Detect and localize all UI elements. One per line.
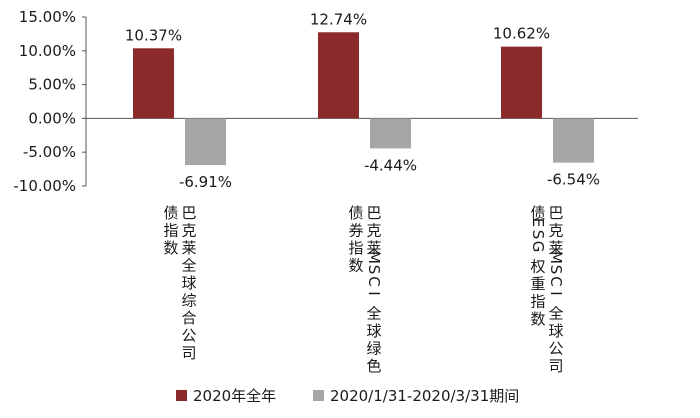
y-tick-label: 5.00% <box>28 76 76 94</box>
bar-chart: 15.00% 10.00% 5.00% 0.00% -5.00% -10.00% 10.3… <box>13 8 638 375</box>
category-label-char: C <box>365 276 383 286</box>
category-label-char: C <box>547 276 565 286</box>
bars-layer <box>133 32 594 166</box>
category-label-char: M <box>547 251 565 264</box>
category-label-char: 数 <box>163 239 178 257</box>
category-label-char: I <box>365 291 383 295</box>
category-label-char: 债 <box>163 204 178 222</box>
legend-swatch-series-1 <box>176 389 187 401</box>
category-label-char: 综 <box>181 292 196 310</box>
category-label-char: 司 <box>181 344 196 362</box>
category-label-char: S <box>529 230 547 240</box>
y-tick-label: 0.00% <box>28 109 76 127</box>
bar-series-1 <box>133 48 174 119</box>
category-label-char: 巴 <box>181 204 196 222</box>
category-label-char: 全 <box>181 257 196 275</box>
category-label-char: I <box>547 291 565 295</box>
axis-layer: 15.00% 10.00% 5.00% 0.00% -5.00% -10.00% <box>13 8 638 195</box>
data-label: -6.54% <box>547 171 600 189</box>
data-label: 12.74% <box>310 10 367 28</box>
category-label-char: 克 <box>366 222 381 240</box>
category-label-char: 色 <box>366 357 381 375</box>
category-label-char: 数 <box>530 310 545 328</box>
bar-series-2 <box>553 118 594 163</box>
category-label-char: 数 <box>348 257 363 275</box>
bar-series-2 <box>185 118 226 166</box>
category-label-char: 重 <box>530 275 545 293</box>
data-label: 10.37% <box>125 26 182 44</box>
category-label-char: 球 <box>366 322 381 340</box>
category-label-char: 莱 <box>181 239 196 257</box>
y-tick-label: -10.00% <box>13 177 76 195</box>
category-label-char: 债 <box>530 204 545 222</box>
category-label-char: 莱 <box>548 239 563 257</box>
legend-swatch-series-2 <box>313 389 324 401</box>
legend-item-series-1: 2020年全年 <box>176 383 276 407</box>
category-label-char: G <box>529 241 547 253</box>
category-label-char: 全 <box>548 305 563 323</box>
category-label-char: 绿 <box>366 340 381 358</box>
category-label-char: 球 <box>548 322 563 340</box>
y-tick-label: 10.00% <box>19 42 76 60</box>
category-label-char: 巴 <box>548 204 563 222</box>
category-label-char: 指 <box>348 239 363 257</box>
category-label-char: M <box>365 251 383 264</box>
bar-series-1 <box>501 46 542 119</box>
legend-item-series-2: 2020/1/31-2020/3/31期间 <box>313 383 519 407</box>
category-label-char: 克 <box>181 222 196 240</box>
category-label-char: 指 <box>163 222 178 240</box>
category-label-char: S <box>547 265 565 275</box>
category-label-char: 克 <box>548 222 563 240</box>
category-label-char: 司 <box>548 357 563 375</box>
category-label-char: 球 <box>181 274 196 292</box>
category-label-char: E <box>529 218 547 227</box>
legend: 2020年全年 2020/1/31-2020/3/31期间 <box>0 383 700 407</box>
category-label-char: 合 <box>181 309 196 327</box>
legend-label-series-1: 2020年全年 <box>193 386 277 405</box>
category-label-char: 公 <box>548 340 563 358</box>
category-label-char: 公 <box>181 327 196 345</box>
data-label: -4.44% <box>364 156 417 174</box>
bar-series-1 <box>318 32 359 119</box>
category-label-char: 指 <box>530 293 545 311</box>
bar-series-2 <box>370 118 411 149</box>
data-label: 10.62% <box>493 25 550 43</box>
category-label-char: 莱 <box>366 239 381 257</box>
category-label-char: 权 <box>530 258 545 276</box>
legend-label-series-2: 2020/1/31-2020/3/31期间 <box>330 386 520 405</box>
category-label-char: 全 <box>366 305 381 323</box>
category-label-char: 券 <box>348 222 363 240</box>
y-tick-label: 15.00% <box>19 8 76 26</box>
y-tick-label: -5.00% <box>23 143 76 161</box>
category-label-char: 巴 <box>366 204 381 222</box>
category-labels-layer: 巴克莱全球综合公司债指数巴克莱MSCI全球绿色债券指数巴克莱MSCI全球公司债E… <box>163 204 565 375</box>
category-label-char: 债 <box>348 204 363 222</box>
data-label: -6.91% <box>179 173 232 191</box>
category-label-char: S <box>365 265 383 275</box>
labels-layer: 10.37% 12.74% 10.62% -6.91% -4.44% -6.54% <box>125 10 600 191</box>
